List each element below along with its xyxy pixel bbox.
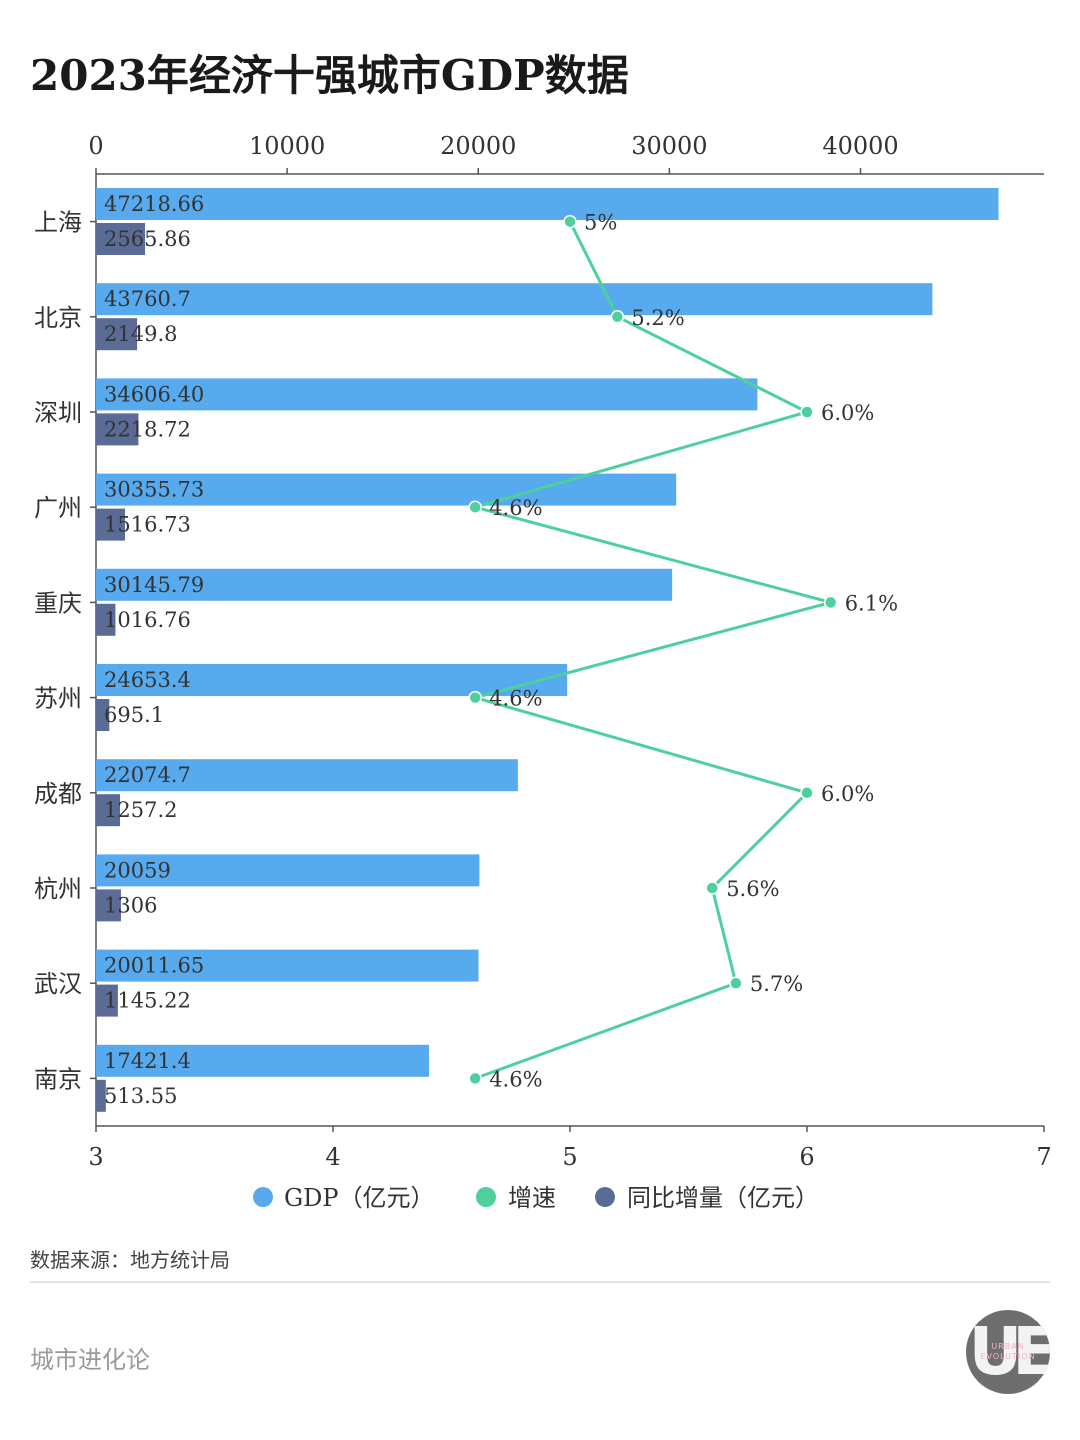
increase-bar — [96, 508, 125, 541]
bottom-axis-tick-label: 4 — [325, 1143, 340, 1171]
increase-bar — [96, 794, 121, 827]
gdp-bar — [96, 759, 518, 792]
gdp-bar-label: 20059 — [104, 858, 171, 882]
growth-point — [729, 976, 743, 990]
increase-bar-label: 1516.73 — [104, 513, 191, 537]
growth-point — [563, 214, 577, 229]
growth-point-label: 6.1% — [845, 591, 898, 615]
growth-point — [823, 595, 838, 610]
increase-bar-label: 1016.76 — [104, 608, 191, 632]
increase-bar — [96, 1079, 106, 1112]
growth-point-label: 6.0% — [821, 782, 874, 806]
increase-bar — [96, 889, 121, 922]
increase-bar-label: 2565.86 — [104, 227, 191, 251]
brand-logo: UE URBAN EVOLUTION — [966, 1310, 1050, 1394]
gdp-bar-label: 47218.66 — [104, 192, 204, 216]
gdp-bar-label: 20011.65 — [104, 954, 204, 978]
growth-point — [468, 1071, 482, 1086]
logo-caption: URBAN EVOLUTION — [966, 1342, 1050, 1362]
bottom-axis-tick-label: 6 — [799, 1143, 814, 1171]
increase-bar — [96, 984, 118, 1017]
category-label: 广州 — [34, 494, 82, 522]
legend-marker — [476, 1187, 496, 1207]
bottom-axis-tick-label: 5 — [562, 1143, 577, 1171]
top-axis-tick-label: 40000 — [822, 132, 898, 160]
gdp-bar — [96, 568, 673, 601]
increase-bar — [96, 699, 110, 731]
legend-marker — [595, 1187, 615, 1207]
chart-title: 2023年经济十强城市GDP数据 — [30, 51, 629, 100]
bottom-axis-tick-label: 3 — [88, 1143, 103, 1171]
gdp-bar-label: 30145.79 — [104, 573, 204, 597]
divider — [30, 1281, 1050, 1283]
logo-letters: UE — [968, 1313, 1050, 1390]
increase-bar-label: 695.1 — [104, 703, 164, 727]
growth-point-label: 4.6% — [489, 687, 542, 711]
data-source: 数据来源：地方统计局 — [30, 1248, 230, 1272]
growth-point-label: 4.6% — [489, 1067, 542, 1091]
legend-marker — [253, 1187, 273, 1207]
growth-point-label: 5% — [584, 211, 617, 235]
gdp-bar — [96, 664, 568, 696]
gdp-bar — [96, 283, 933, 316]
top-axis-tick-label: 10000 — [249, 132, 325, 160]
growth-point — [610, 310, 625, 324]
growth-point — [705, 881, 719, 895]
growth-point-label: 5.2% — [631, 306, 684, 330]
increase-bar — [96, 413, 139, 446]
growth-point — [800, 405, 814, 419]
gdp-bar-label: 43760.7 — [104, 287, 191, 311]
category-label: 上海 — [34, 209, 82, 237]
growth-line — [469, 220, 837, 1080]
top-axis-tick-label: 0 — [88, 132, 103, 160]
growth-point-label: 5.6% — [726, 877, 779, 901]
logo-caption-line1: URBAN — [991, 1342, 1025, 1351]
increase-bar-label: 1145.22 — [104, 989, 191, 1013]
legend-label: 增速 — [508, 1184, 556, 1212]
increase-bar-label: 2218.72 — [104, 417, 191, 441]
top-axis-tick-label: 20000 — [440, 132, 516, 160]
brand-name: 城市进化论 — [30, 1346, 150, 1374]
category-label: 北京 — [34, 304, 82, 332]
gdp-bar — [96, 188, 999, 220]
growth-point-label: 5.7% — [750, 972, 803, 996]
growth-point — [800, 786, 814, 800]
increase-bar — [96, 603, 116, 636]
chart-area: 0 10000 20000 30000 40000 3 4 5 6 7 上海 47218.66 2565… — [34, 132, 1052, 1212]
increase-bar-label: 1257.2 — [104, 798, 177, 822]
growth-point — [468, 500, 482, 514]
category-label: 重庆 — [34, 589, 82, 617]
legend-label: 同比增量（亿元） — [627, 1184, 819, 1212]
gdp-bar-label: 24653.4 — [104, 668, 191, 692]
gdp-bar — [96, 1044, 429, 1077]
increase-bar-label: 2149.8 — [104, 322, 177, 346]
growth-point — [468, 690, 482, 705]
category-label: 武汉 — [34, 970, 82, 998]
gdp-bar — [96, 473, 677, 506]
category-label: 成都 — [34, 780, 82, 808]
gdp-bar-label: 34606.40 — [104, 382, 204, 406]
gdp-bar-label: 22074.7 — [104, 763, 191, 787]
growth-point-label: 4.6% — [489, 496, 542, 520]
increase-bar-label: 1306 — [104, 893, 157, 917]
increase-bar — [96, 223, 146, 255]
category-label: 苏州 — [34, 685, 82, 713]
gdp-bar-label: 30355.73 — [104, 478, 204, 502]
category-label: 南京 — [34, 1065, 82, 1093]
gdp-bar — [96, 949, 479, 982]
gdp-bar — [96, 854, 480, 887]
gdp-bar-label: 17421.4 — [104, 1049, 191, 1073]
logo-caption-line2: EVOLUTION — [980, 1352, 1036, 1361]
gdp-bar — [96, 378, 758, 411]
increase-bar-label: 513.55 — [104, 1084, 177, 1108]
bottom-axis-tick-label: 7 — [1036, 1143, 1051, 1171]
legend-label: GDP（亿元） — [284, 1184, 435, 1212]
increase-bar — [96, 318, 138, 351]
growth-point-label: 6.0% — [821, 401, 874, 425]
category-label: 杭州 — [34, 875, 82, 903]
top-axis-tick-label: 30000 — [631, 132, 707, 160]
category-label: 深圳 — [34, 399, 82, 427]
